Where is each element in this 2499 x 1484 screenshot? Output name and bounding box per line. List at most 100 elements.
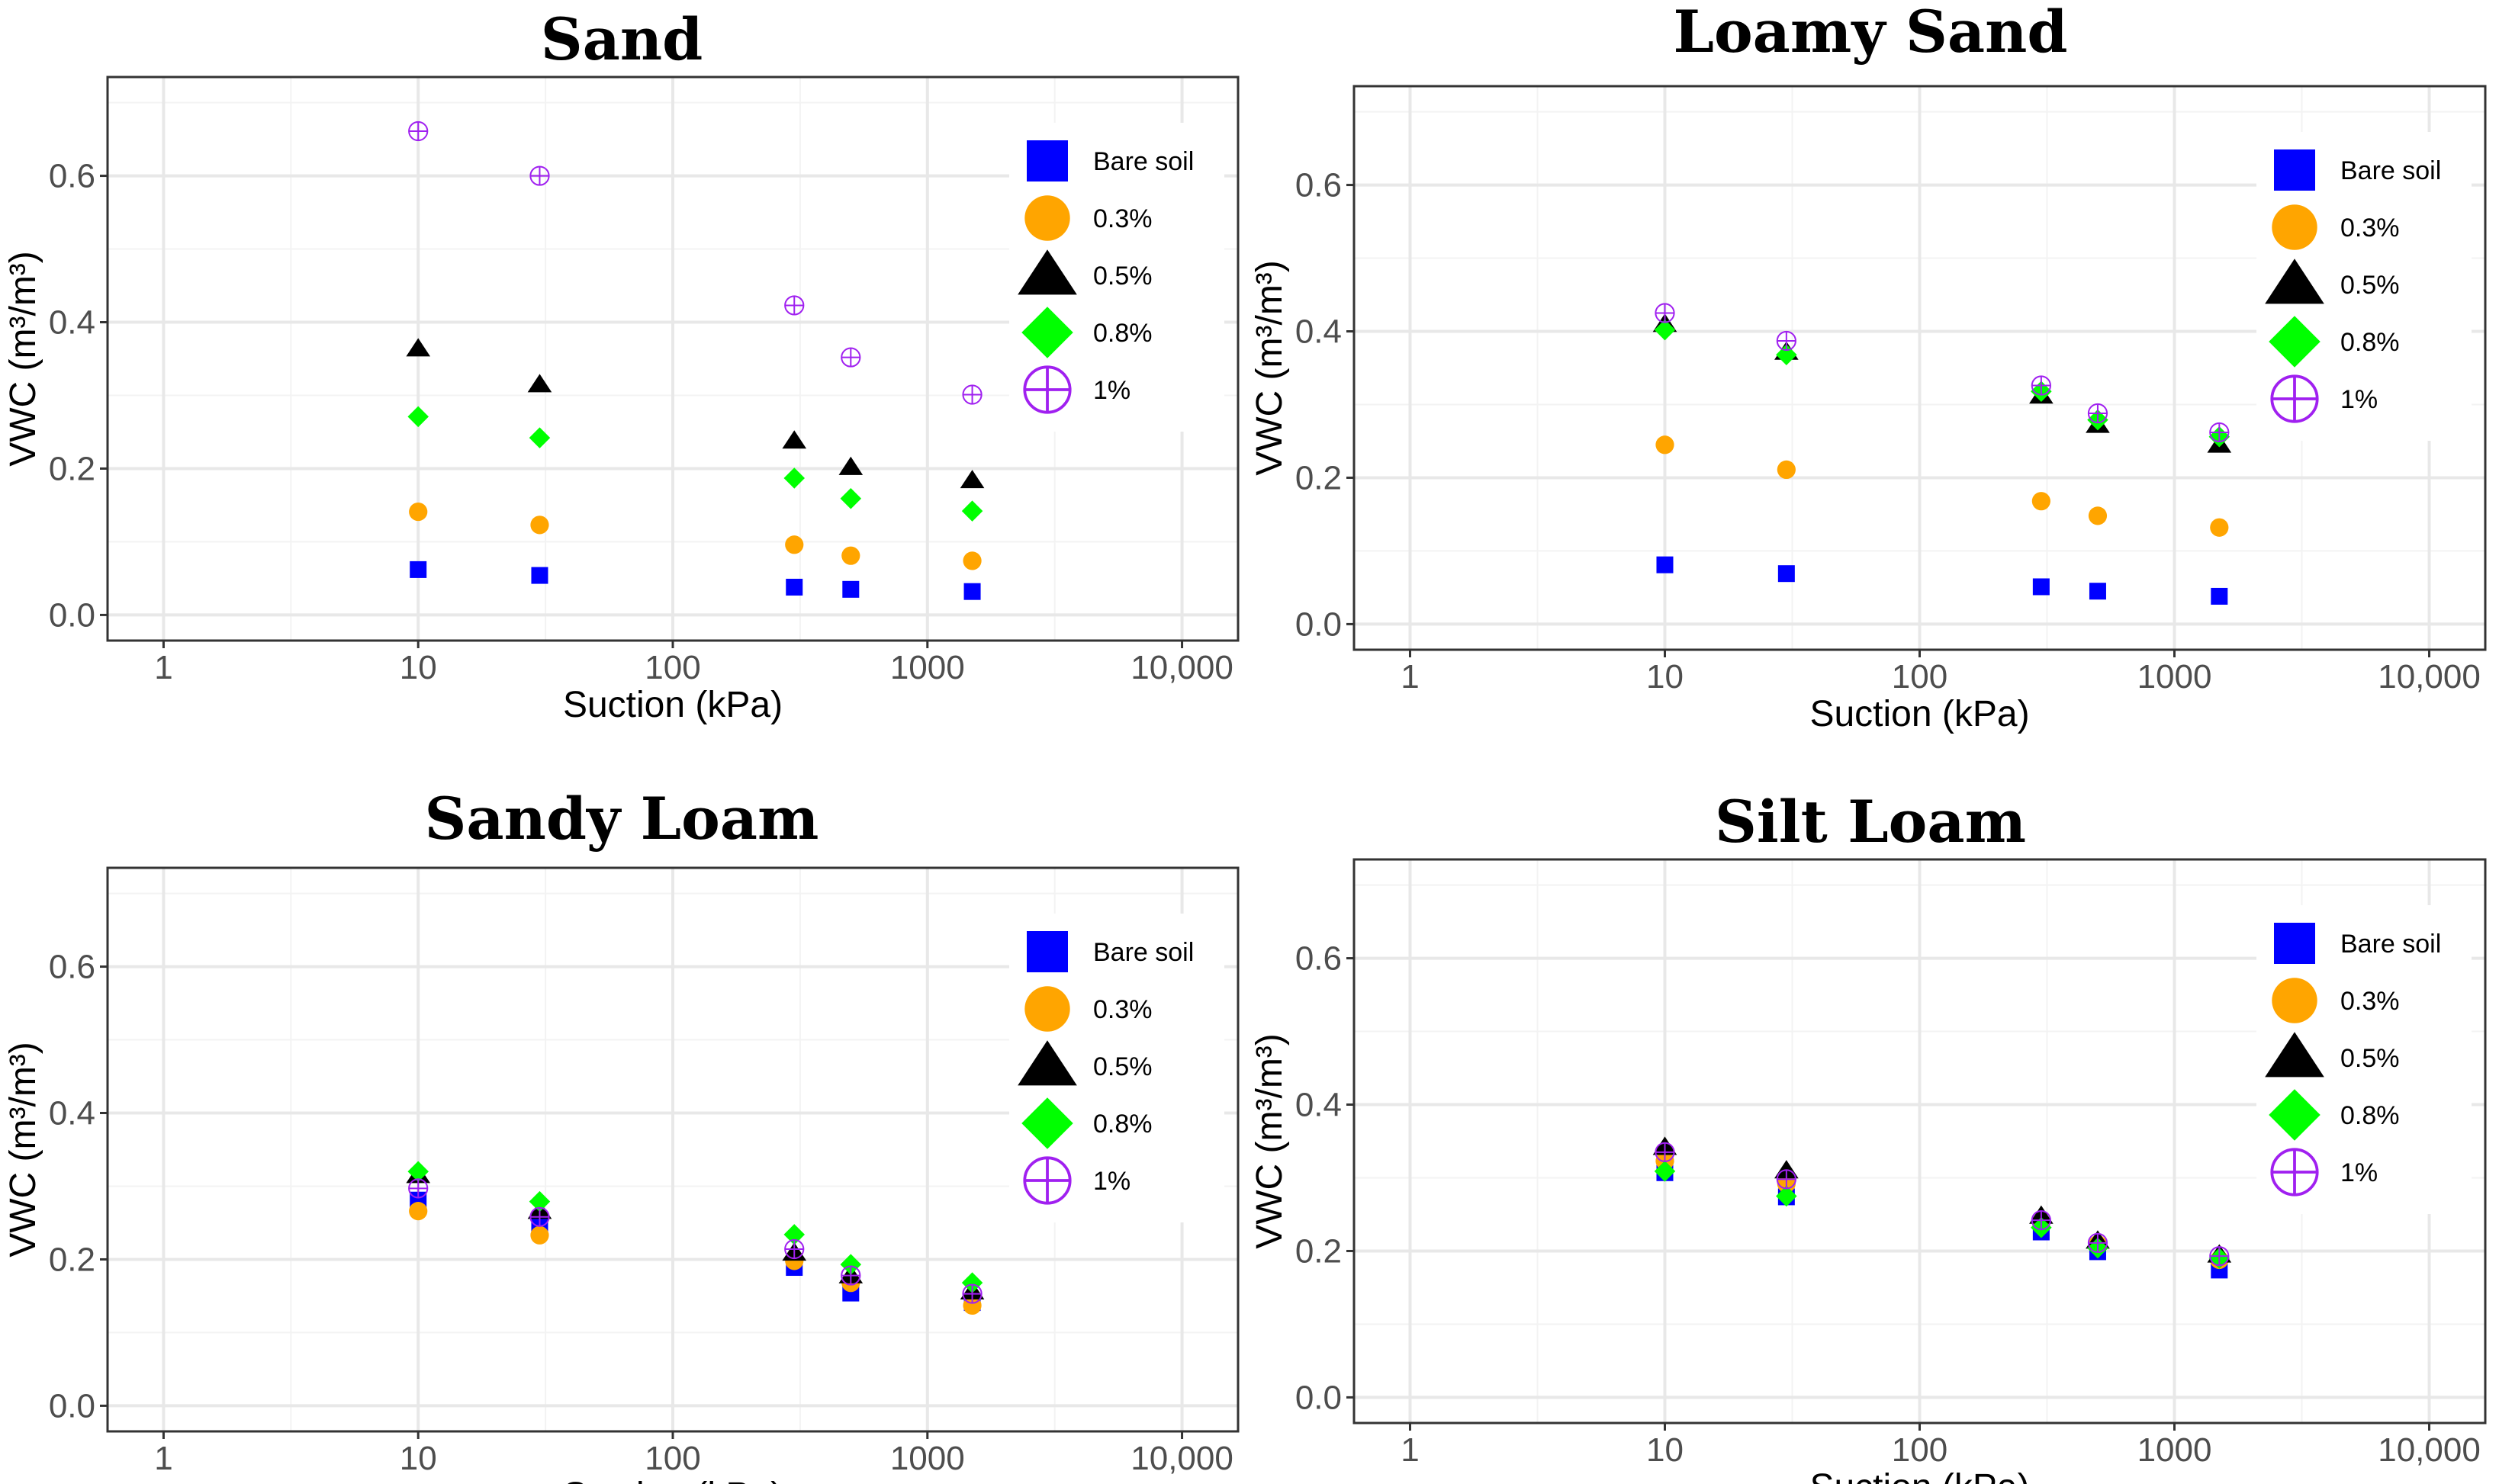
data-point — [963, 583, 981, 600]
y-tick-label: 0.6 — [49, 949, 95, 986]
data-point — [782, 430, 807, 449]
data-point — [963, 551, 982, 570]
legend-label: 0.3% — [2340, 987, 2400, 1016]
data-point — [409, 502, 428, 522]
x-tick-label: 1 — [1401, 658, 1419, 695]
legend-label: 0.8% — [1093, 1110, 1153, 1139]
data-point — [407, 406, 429, 428]
legend-label: 0.5% — [2340, 271, 2400, 300]
x-axis-title: Suction (kPa) — [563, 1476, 783, 1484]
chart-panel-1: Bare soil 0.3% 0.5% 0.8% 1% 1 10 100 1000 10,000 0… — [3, 5, 1240, 725]
legend-label: 1% — [1093, 1167, 1130, 1196]
data-point — [2089, 583, 2106, 600]
legend-key-triangle — [2265, 1032, 2324, 1078]
series-circle-plus — [408, 1178, 983, 1304]
data-point — [1774, 1160, 1799, 1179]
data-point — [531, 567, 548, 584]
chart-panel-4: Bare soil 0.3% 0.5% 0.8% 1% 1 10 100 1000 10,000 0… — [1250, 788, 2487, 1484]
legend-label: 1% — [1093, 376, 1130, 405]
legend-key-circle — [2272, 978, 2317, 1023]
data-point — [527, 374, 552, 393]
panel-title: Silt Loam — [1715, 788, 2026, 856]
data-point — [784, 295, 805, 316]
data-point — [407, 1161, 429, 1183]
x-axis-title: Suction (kPa) — [1809, 694, 2029, 734]
data-point — [786, 578, 803, 596]
y-tick-label: 0.0 — [49, 1387, 95, 1425]
y-tick-label: 0.4 — [1295, 1087, 1342, 1124]
legend-label: 0.5% — [1093, 262, 1153, 291]
data-point — [1776, 330, 1796, 352]
data-point — [840, 1254, 862, 1275]
x-tick-label: 1 — [154, 649, 172, 686]
legend-key-circle-plus — [2270, 374, 2319, 423]
data-point — [783, 1224, 806, 1245]
legend-label: 0.8% — [2340, 328, 2400, 357]
legend-label: 0.3% — [2340, 214, 2400, 243]
series-circle — [409, 502, 982, 570]
data-point — [410, 561, 427, 578]
data-point — [2031, 492, 2050, 511]
chart-panel-2: Bare soil 0.3% 0.5% 0.8% 1% 1 10 100 1000 10,000 0… — [1250, 0, 2487, 734]
series-circle-plus — [408, 120, 983, 405]
y-axis-title: VWC (m³/m³) — [1250, 1033, 1290, 1249]
data-point — [962, 384, 983, 405]
data-point — [2211, 587, 2228, 605]
x-tick-label: 100 — [1892, 1431, 1947, 1469]
x-tick-label: 100 — [645, 1440, 700, 1477]
series-circle-plus — [1655, 1142, 2230, 1267]
data-point — [2031, 1210, 2051, 1231]
legend: Bare soil 0.3% 0.5% 0.8% 1% — [2256, 132, 2472, 441]
data-point — [408, 1178, 429, 1199]
data-point — [841, 347, 861, 368]
legend-key-triangle — [1018, 249, 1077, 295]
legend-key-circle-plus — [2270, 1148, 2319, 1197]
data-point — [840, 488, 862, 509]
legend-label: 0.3% — [1093, 204, 1153, 233]
legend-key-diamond — [2269, 316, 2320, 368]
data-point — [2087, 1232, 2108, 1254]
data-point — [1654, 1161, 1676, 1182]
data-point — [784, 1238, 805, 1260]
legend-key-circle — [1024, 195, 1070, 241]
data-point — [1655, 303, 1675, 323]
series-square — [1656, 556, 2228, 605]
y-tick-label: 0.2 — [1295, 459, 1342, 496]
data-point — [530, 516, 549, 535]
series-square — [410, 561, 981, 600]
series-triangle — [406, 338, 985, 489]
x-tick-label: 10 — [400, 649, 437, 686]
data-point — [1655, 435, 1674, 455]
legend-key-triangle — [1018, 1040, 1077, 1086]
data-point — [2031, 375, 2051, 396]
legend-key-diamond — [1021, 307, 1073, 358]
legend-label: Bare soil — [2340, 930, 2441, 959]
legend-key-circle-plus — [1023, 1156, 1072, 1205]
panel-title: Sandy Loam — [425, 785, 819, 853]
y-tick-label: 0.2 — [49, 450, 95, 487]
legend-label: 0.8% — [2340, 1101, 2400, 1130]
data-point — [1654, 319, 1676, 341]
y-axis-title: VWC (m³/m³) — [3, 251, 43, 467]
x-tick-label: 1000 — [2137, 1431, 2212, 1469]
x-tick-label: 1 — [1401, 1431, 1419, 1469]
data-point — [2210, 518, 2229, 537]
series-circle-plus — [1655, 303, 2230, 443]
data-point — [785, 535, 804, 554]
data-point — [2209, 1246, 2230, 1267]
legend-label: 0.5% — [2340, 1044, 2400, 1073]
legend-key-diamond — [1021, 1097, 1073, 1149]
x-tick-label: 1000 — [890, 1440, 965, 1477]
x-tick-label: 10 — [1646, 658, 1684, 695]
legend-key-diamond — [2269, 1089, 2320, 1141]
x-tick-label: 1000 — [2137, 658, 2212, 695]
data-point — [842, 580, 860, 598]
data-point — [1656, 556, 1674, 573]
data-point — [408, 120, 429, 142]
data-point — [1777, 565, 1795, 583]
data-point — [2088, 506, 2108, 525]
panel-title: Sand — [541, 5, 703, 73]
series-diamond — [407, 406, 983, 522]
legend-label: Bare soil — [1093, 938, 1194, 967]
